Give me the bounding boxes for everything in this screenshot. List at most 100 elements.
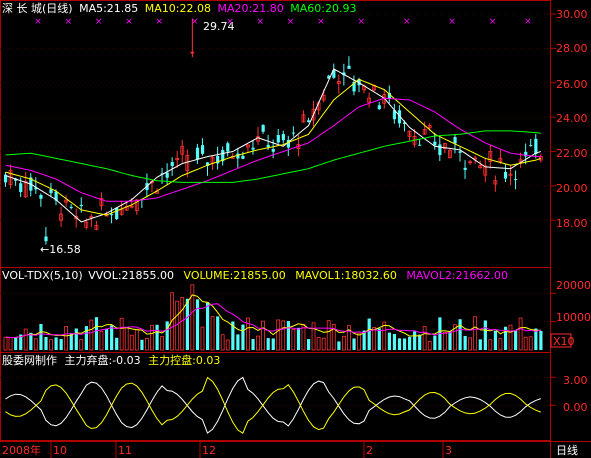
- volume-bar-down: [392, 334, 397, 350]
- signal-marker: ×: [448, 17, 456, 27]
- candle-body-up: [190, 51, 195, 54]
- volume-bar-up: [8, 337, 13, 351]
- candle-body-up: [245, 144, 250, 148]
- candle-body-down: [438, 144, 442, 156]
- candle-body-up: [447, 150, 452, 159]
- volume-bar-down: [463, 335, 467, 350]
- volume-bar-up: [150, 324, 154, 351]
- volume-bar-up: [341, 335, 346, 351]
- candle-body-down: [195, 147, 200, 160]
- volume-bar-up: [357, 333, 361, 351]
- candle-body-down: [397, 110, 402, 124]
- candle-body-down: [347, 65, 351, 69]
- volume-bar-down: [402, 338, 407, 350]
- volume-bar-up: [64, 326, 68, 351]
- candle-body-up: [478, 165, 483, 169]
- volume-bar-down: [54, 337, 58, 350]
- volume-bar-down: [231, 321, 235, 350]
- volume-bar-up: [175, 300, 180, 351]
- volume-bar-up: [281, 320, 286, 351]
- signal-marker: ×: [226, 17, 234, 27]
- signal-marker: ×: [287, 17, 295, 27]
- candle-body-up: [99, 198, 104, 207]
- volume-bar-down: [195, 299, 200, 350]
- volume-value: VOLUME:21855.00: [184, 269, 286, 282]
- volume-bar-down: [352, 338, 356, 350]
- time-label: 12: [202, 444, 216, 457]
- volume-bar-up: [261, 320, 265, 351]
- candle-body-up: [84, 221, 89, 228]
- candle-body-up: [488, 151, 493, 162]
- candle-body-down: [291, 132, 296, 134]
- moving-average-lines: [5, 68, 541, 223]
- volume-bar-down: [105, 328, 109, 350]
- volume-bar-down: [216, 316, 220, 350]
- candle-body-down: [433, 141, 437, 146]
- candle-body-up: [74, 216, 79, 220]
- candle-body-down: [44, 236, 48, 242]
- volume-bar-down: [337, 341, 341, 350]
- ma10-value: MA10:22.08: [145, 2, 211, 15]
- candle-body-down: [49, 189, 53, 194]
- mavol2-line: [5, 303, 541, 339]
- volume-bar-down: [458, 319, 462, 350]
- volume-bar-up: [473, 316, 478, 351]
- candle-body-up: [468, 161, 473, 164]
- candle-body-down: [503, 172, 508, 179]
- volume-bar-up: [528, 336, 533, 351]
- candle-body-down: [342, 72, 346, 76]
- volume-bar-up: [99, 330, 104, 351]
- volume-bar-down: [397, 338, 402, 350]
- mavol1-line: [5, 294, 541, 339]
- ma5-line: [5, 68, 541, 223]
- candle-body-up: [407, 130, 412, 137]
- volume-bar-up: [180, 297, 185, 351]
- volume-unit-box[interactable]: [550, 333, 572, 348]
- volume-bar-up: [220, 334, 225, 351]
- volume-bar-down: [206, 302, 210, 350]
- volume-bar-up: [427, 341, 432, 351]
- candle-body-down: [165, 172, 169, 178]
- time-label: 11: [118, 444, 132, 457]
- candle-body-down: [200, 145, 205, 154]
- signal-marker: ×: [65, 17, 73, 27]
- volume-bar-up: [33, 338, 38, 351]
- mavol2-value: MAVOL2:21662.00: [406, 269, 508, 282]
- volume-bar-down: [39, 323, 43, 350]
- volume-bar-down: [115, 337, 119, 350]
- candle-body-down: [463, 167, 467, 170]
- price-low-label: ←16.58: [40, 243, 81, 256]
- candle-body-down: [110, 214, 114, 216]
- candle-body-down: [170, 162, 174, 166]
- candle-body-down: [39, 195, 43, 199]
- signal-marker: ×: [125, 17, 133, 27]
- volume-bar-up: [422, 326, 427, 351]
- candle-body-down: [54, 191, 58, 201]
- vvol-value: VVOL:21855.00: [88, 269, 174, 282]
- candle-body-down: [332, 69, 336, 78]
- time-label: 3: [445, 444, 452, 457]
- candle-body-down: [206, 162, 210, 167]
- indicator-header: 股委网制作 主力弃盘:-0.03 主力控盘:0.03: [2, 353, 220, 367]
- volume-bar-down: [44, 336, 48, 350]
- volume-bar-down: [185, 298, 189, 350]
- signal-marker: ×: [524, 17, 532, 27]
- candle-body-down: [286, 139, 290, 148]
- volume-bars: [3, 284, 543, 351]
- volume-bar-up: [124, 327, 129, 351]
- candle-body-up: [427, 125, 432, 129]
- candle-body-down: [458, 151, 462, 153]
- volume-bar-down: [307, 339, 311, 350]
- candle-body-down: [524, 151, 528, 157]
- main-in-value: 主力控盘:0.03: [148, 353, 220, 367]
- period-label[interactable]: 日线: [556, 443, 578, 457]
- ma60-value: MA60:20.93: [290, 2, 356, 15]
- candle-body-up: [175, 157, 180, 161]
- candle-body-down: [251, 147, 255, 150]
- volume-bar-up: [160, 336, 164, 351]
- candle-body-down: [453, 137, 457, 144]
- candle-body-up: [321, 94, 326, 101]
- volume-unit: X10: [553, 335, 575, 348]
- candle-body-up: [89, 216, 94, 219]
